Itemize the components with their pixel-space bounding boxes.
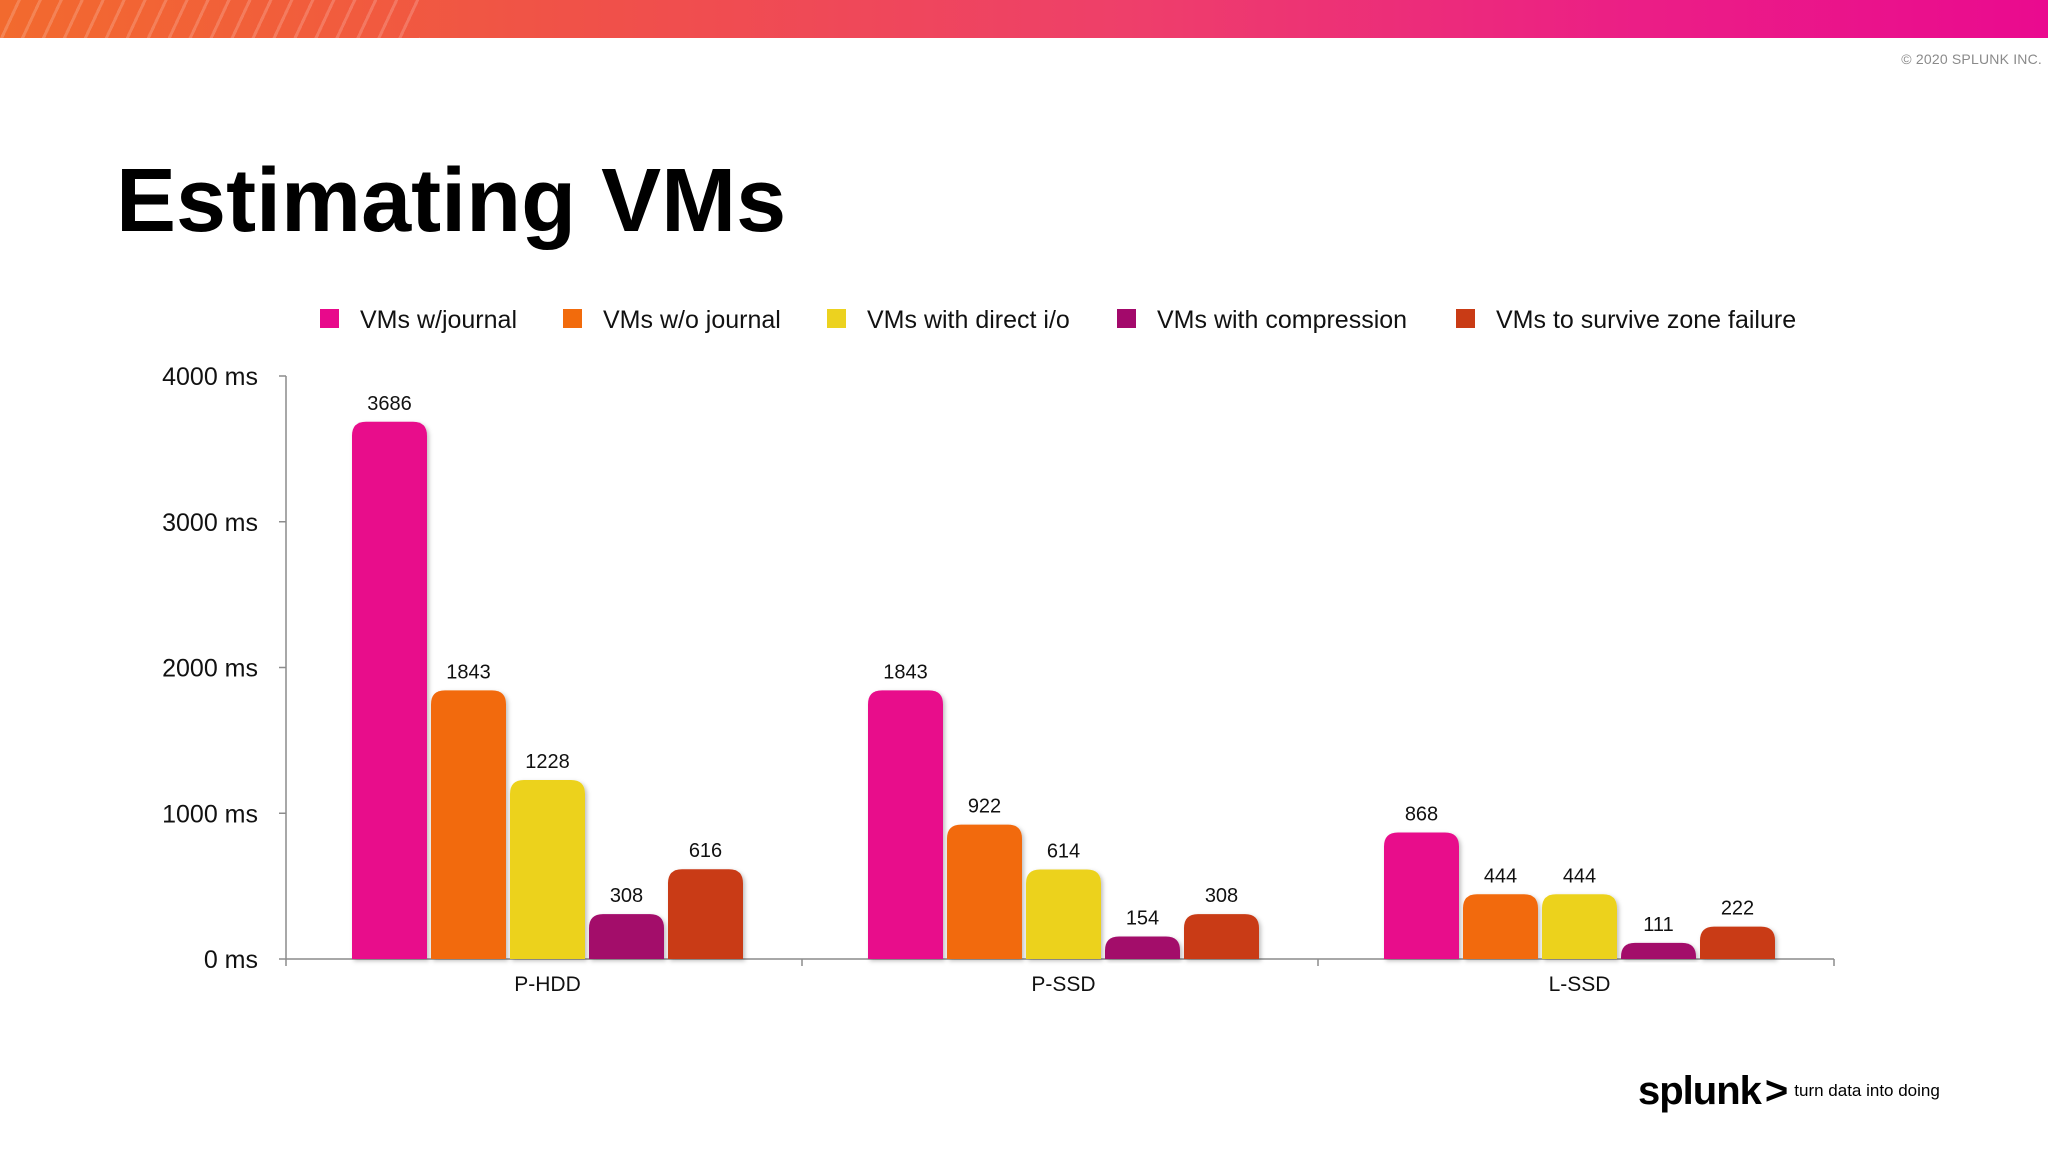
data-labels: 3686 1843 1228 308 616 1843 922 614 154 308 868 444… (367, 393, 1754, 936)
bar (1184, 914, 1259, 959)
data-label: 111 (1643, 914, 1673, 936)
bar (1463, 894, 1538, 959)
y-tick-label: 2000 ms (162, 655, 258, 683)
data-label: 154 (1126, 908, 1159, 930)
splunk-logo: splunk > turn data into doing (1638, 1068, 1940, 1114)
y-tick-label: 1000 ms (162, 800, 258, 828)
bar (1384, 832, 1459, 959)
chevron-right-icon: > (1764, 1068, 1789, 1113)
data-label: 308 (610, 885, 643, 907)
data-label: 222 (1721, 898, 1754, 920)
legend-label: VMs with compression (1157, 306, 1407, 334)
data-label: 616 (689, 840, 722, 862)
bar (1621, 942, 1696, 959)
data-label: 1843 (446, 661, 491, 683)
bar (1105, 936, 1180, 959)
bar (431, 690, 506, 959)
logo-wordmark: splunk (1638, 1068, 1762, 1113)
bar (510, 780, 585, 959)
copyright-notice: © 2020 SPLUNK INC. (1901, 51, 2042, 67)
bar (947, 824, 1022, 959)
data-label: 444 (1484, 865, 1517, 887)
legend-swatch (563, 309, 582, 328)
legend-swatch (320, 309, 339, 328)
legend: VMs w/journal VMs w/o journal VMs with dir… (320, 306, 1796, 334)
data-label: 3686 (367, 393, 412, 415)
x-tick-label: P-SSD (1031, 973, 1095, 996)
legend-label: VMs with direct i/o (867, 306, 1070, 334)
logo-tagline: turn data into doing (1794, 1081, 1940, 1100)
x-tick-label: L-SSD (1549, 973, 1611, 996)
bar (668, 869, 743, 959)
legend-label: VMs to survive zone failure (1496, 306, 1796, 334)
legend-swatch (1456, 309, 1475, 328)
data-label: 1843 (883, 661, 928, 683)
bar (1700, 926, 1775, 959)
data-label: 922 (968, 796, 1001, 818)
x-tick-label: P-HDD (514, 973, 581, 996)
legend-swatch (827, 309, 846, 328)
bars (352, 421, 1775, 959)
data-label: 1228 (525, 751, 570, 773)
legend-label: VMs w/journal (360, 306, 517, 334)
banner-stripes (0, 0, 420, 38)
bar (589, 914, 664, 959)
top-banner (0, 0, 2048, 38)
legend-swatch (1117, 309, 1136, 328)
bar (1542, 894, 1617, 959)
y-tick-label: 3000 ms (162, 509, 258, 537)
y-tick-label: 0 ms (204, 946, 258, 974)
bar (352, 421, 427, 959)
bar (868, 690, 943, 959)
bar (1026, 869, 1101, 959)
slide-title: Estimating VMs (116, 151, 787, 251)
data-label: 868 (1405, 803, 1438, 825)
data-label: 308 (1205, 885, 1238, 907)
data-label: 614 (1047, 841, 1080, 863)
data-label: 444 (1563, 865, 1596, 887)
y-tick-label: 4000 ms (162, 363, 258, 391)
legend-label: VMs w/o journal (603, 306, 781, 334)
